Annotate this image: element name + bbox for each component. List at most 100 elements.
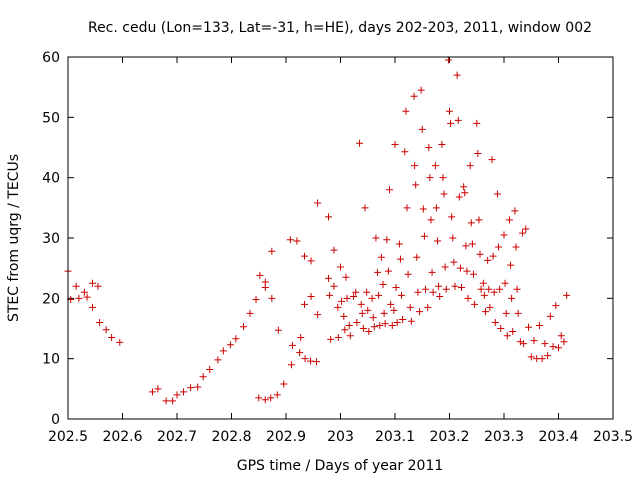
data-point (403, 204, 411, 212)
data-point (484, 256, 492, 264)
data-point (286, 236, 294, 244)
x-tick-label: 203.2 (429, 429, 469, 445)
data-point (474, 150, 482, 158)
data-point (429, 288, 437, 296)
data-point (468, 240, 476, 248)
data-point (372, 234, 380, 242)
data-point (449, 234, 457, 242)
data-point (301, 355, 309, 363)
data-point (380, 309, 388, 317)
data-point (555, 344, 562, 352)
data-point (352, 288, 360, 296)
data-point (520, 340, 528, 348)
data-point (363, 288, 371, 296)
data-point (460, 183, 468, 191)
data-point (89, 279, 97, 287)
data-point (485, 285, 493, 293)
data-point (173, 391, 181, 399)
data-point (456, 264, 464, 272)
data-point (471, 300, 479, 308)
data-point (505, 216, 513, 224)
y-axis-label: STEC from uqrg / TECUs (6, 154, 22, 322)
data-point (508, 294, 516, 302)
data-point (546, 312, 554, 320)
data-point (387, 300, 395, 308)
data-point (560, 338, 568, 346)
data-point (541, 340, 549, 348)
data-point (453, 71, 461, 79)
data-point (148, 388, 156, 396)
data-point (364, 306, 372, 314)
y-tick-label: 10 (42, 352, 60, 368)
data-point (495, 243, 503, 251)
data-point (475, 216, 483, 224)
data-point (307, 293, 315, 301)
data-point (496, 285, 504, 293)
data-point (108, 334, 116, 342)
data-point (375, 291, 383, 299)
data-point (268, 247, 276, 255)
x-axis-label: GPS time / Days of year 2011 (237, 458, 444, 474)
data-point (342, 273, 350, 281)
data-point (325, 213, 333, 221)
data-point (301, 252, 309, 260)
data-point (353, 318, 361, 326)
x-tick-label: 202.5 (48, 429, 88, 445)
data-point (313, 358, 321, 366)
x-tick-label: 203.3 (484, 429, 524, 445)
data-point (448, 213, 456, 221)
y-tick-label: 30 (42, 231, 60, 247)
data-point (395, 240, 403, 248)
data-point (359, 325, 367, 332)
data-point (454, 116, 462, 124)
data-point (480, 291, 488, 299)
data-point (491, 318, 499, 326)
data-point (476, 250, 484, 258)
data-point (406, 303, 414, 311)
data-point (358, 309, 366, 317)
data-point (413, 253, 421, 261)
data-point (467, 219, 475, 227)
data-point (393, 318, 401, 326)
data-point (552, 302, 560, 310)
data-point (327, 335, 335, 343)
data-point (381, 320, 389, 328)
data-point (89, 303, 97, 311)
data-point (370, 323, 378, 331)
data-point (376, 321, 384, 329)
data-point (557, 332, 565, 340)
data-point (246, 309, 254, 317)
x-tick-label: 203 (327, 429, 354, 445)
data-point (391, 140, 399, 148)
data-point (297, 334, 305, 342)
data-point (522, 225, 530, 233)
data-point (296, 349, 304, 357)
data-point (535, 321, 543, 329)
data-point (261, 396, 269, 404)
data-point (273, 391, 281, 399)
data-point (187, 384, 195, 392)
data-point (232, 335, 240, 343)
data-point (438, 140, 446, 148)
data-point (75, 294, 83, 302)
data-point (503, 332, 511, 340)
data-point (464, 294, 472, 302)
data-point (194, 383, 202, 391)
data-point (287, 361, 295, 369)
data-point (226, 341, 234, 349)
data-point (214, 356, 222, 364)
data-point (252, 296, 260, 304)
data-point (428, 268, 436, 276)
data-point (280, 380, 288, 388)
data-point (451, 282, 459, 290)
data-point (369, 314, 377, 322)
data-point (361, 204, 369, 212)
data-point (426, 174, 434, 182)
data-point (407, 317, 415, 325)
data-point (206, 366, 214, 374)
data-point (519, 229, 527, 237)
data-point (544, 352, 552, 360)
data-point (490, 288, 498, 296)
plot-frame (67, 56, 614, 420)
